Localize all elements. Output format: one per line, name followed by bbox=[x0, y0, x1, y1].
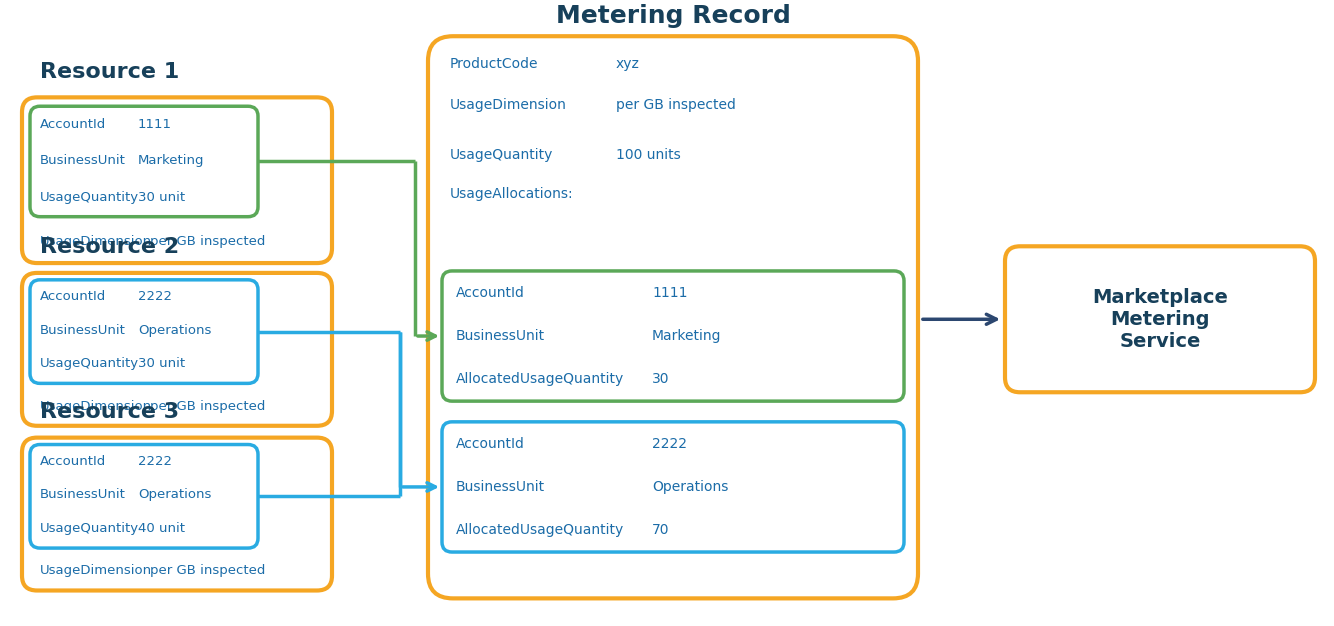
Text: 30 unit: 30 unit bbox=[137, 191, 185, 204]
Text: 1111: 1111 bbox=[652, 285, 687, 300]
Text: UsageAllocations:: UsageAllocations: bbox=[450, 187, 574, 201]
Text: Resource 2: Resource 2 bbox=[40, 237, 179, 257]
FancyBboxPatch shape bbox=[442, 422, 904, 552]
Text: Marketing: Marketing bbox=[137, 155, 204, 168]
Text: Resource 1: Resource 1 bbox=[40, 61, 179, 81]
Text: Metering Record: Metering Record bbox=[555, 4, 791, 28]
Text: BusinessUnit: BusinessUnit bbox=[456, 480, 546, 494]
Text: AccountId: AccountId bbox=[40, 118, 107, 131]
Text: 30: 30 bbox=[652, 372, 670, 386]
Text: AccountId: AccountId bbox=[40, 290, 107, 303]
Text: Resource 3: Resource 3 bbox=[40, 402, 179, 422]
Text: UsageDimension: UsageDimension bbox=[40, 235, 152, 248]
FancyBboxPatch shape bbox=[442, 271, 904, 401]
Text: BusinessUnit: BusinessUnit bbox=[40, 488, 125, 501]
Text: xyz: xyz bbox=[616, 57, 640, 71]
Text: AccountId: AccountId bbox=[40, 455, 107, 468]
Text: 2222: 2222 bbox=[137, 290, 172, 303]
Text: Operations: Operations bbox=[652, 480, 728, 494]
FancyBboxPatch shape bbox=[21, 273, 332, 426]
Text: UsageQuantity: UsageQuantity bbox=[40, 522, 139, 535]
Text: Marketing: Marketing bbox=[652, 329, 722, 343]
Text: Operations: Operations bbox=[137, 488, 211, 501]
FancyBboxPatch shape bbox=[21, 98, 332, 263]
Text: per GB inspected: per GB inspected bbox=[616, 98, 736, 112]
Text: 2222: 2222 bbox=[652, 436, 687, 451]
Text: AllocatedUsageQuantity: AllocatedUsageQuantity bbox=[456, 372, 624, 386]
Text: BusinessUnit: BusinessUnit bbox=[456, 329, 546, 343]
Text: per GB inspected: per GB inspected bbox=[149, 564, 265, 577]
Text: 2222: 2222 bbox=[137, 455, 172, 468]
Text: UsageDimension: UsageDimension bbox=[40, 399, 152, 413]
Text: 30 unit: 30 unit bbox=[137, 357, 185, 370]
Text: ProductCode: ProductCode bbox=[450, 57, 539, 71]
Text: 40 unit: 40 unit bbox=[137, 522, 185, 535]
Text: AccountId: AccountId bbox=[456, 285, 524, 300]
FancyBboxPatch shape bbox=[1005, 246, 1315, 393]
FancyBboxPatch shape bbox=[29, 280, 257, 383]
Text: AccountId: AccountId bbox=[456, 436, 524, 451]
Text: 1111: 1111 bbox=[137, 118, 172, 131]
Text: per GB inspected: per GB inspected bbox=[149, 399, 265, 413]
Text: BusinessUnit: BusinessUnit bbox=[40, 155, 125, 168]
FancyBboxPatch shape bbox=[428, 36, 918, 598]
Text: BusinessUnit: BusinessUnit bbox=[40, 324, 125, 337]
Text: UsageQuantity: UsageQuantity bbox=[40, 357, 139, 370]
Text: Operations: Operations bbox=[137, 324, 211, 337]
Text: UsageDimension: UsageDimension bbox=[450, 98, 567, 112]
Text: UsageDimension: UsageDimension bbox=[40, 564, 152, 577]
Text: Marketplace
Metering
Service: Marketplace Metering Service bbox=[1093, 288, 1227, 351]
Text: UsageQuantity: UsageQuantity bbox=[450, 148, 554, 162]
FancyBboxPatch shape bbox=[29, 444, 257, 548]
Text: per GB inspected: per GB inspected bbox=[149, 235, 265, 248]
Text: 70: 70 bbox=[652, 523, 670, 537]
Text: AllocatedUsageQuantity: AllocatedUsageQuantity bbox=[456, 523, 624, 537]
Text: 100 units: 100 units bbox=[616, 148, 680, 162]
FancyBboxPatch shape bbox=[29, 106, 257, 217]
FancyBboxPatch shape bbox=[21, 438, 332, 590]
Text: UsageQuantity: UsageQuantity bbox=[40, 191, 139, 204]
